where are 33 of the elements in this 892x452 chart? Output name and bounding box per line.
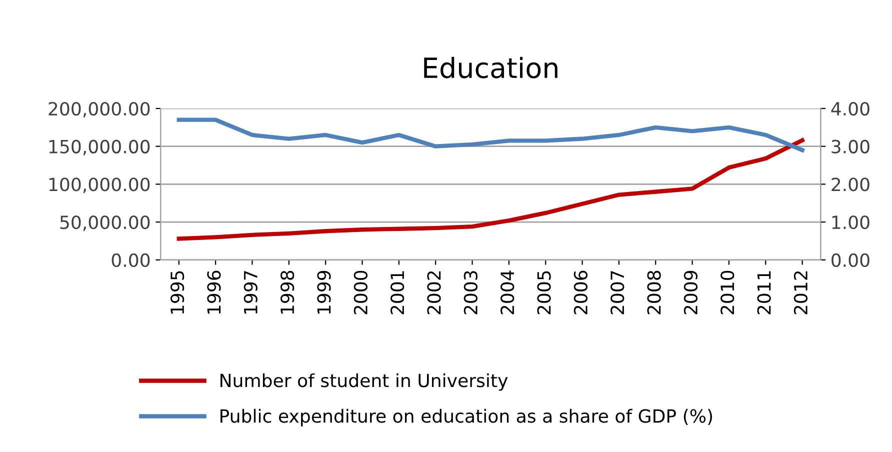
x-tick-label: 2012	[794, 271, 808, 314]
x-tick-label: 2004	[500, 270, 514, 314]
y-tick-label: 50,000.00	[60, 216, 150, 232]
x-tick-label: 1999	[317, 270, 331, 314]
x-tick-label: 2001	[390, 271, 404, 314]
x-tick-label: 2000	[354, 270, 368, 314]
y2-tick-label: 2.00	[832, 178, 870, 192]
x-tick-label: 2003	[464, 271, 478, 314]
x-tick-label: 2007	[610, 271, 624, 314]
x-tick-label: 1998	[280, 270, 294, 314]
y2-tick-label: 1.00	[832, 216, 870, 230]
x-tick-label: 1997	[244, 271, 258, 314]
line-series	[176, 138, 804, 241]
y-tick-label: 0.00	[112, 253, 150, 268]
y2-tick-label: 3.00	[832, 140, 870, 154]
x-tick-label: 2006	[574, 270, 588, 314]
x-tick-label: 2005	[537, 271, 551, 314]
legend-label: Number of student in University	[220, 373, 508, 391]
chart-title: Education	[424, 56, 558, 78]
y-tick-label: 150,000.00	[49, 140, 150, 156]
x-tick-label: 2011	[757, 271, 771, 314]
legend-label: Public expenditure on education as a share of GDP (%)	[220, 408, 712, 426]
y2-tick-label: 4.00	[831, 102, 870, 116]
y-tick-label: 100,000.00	[49, 178, 150, 194]
x-tick-label: 2008	[647, 270, 661, 314]
x-tick-label: 1996	[207, 270, 221, 314]
line-series	[176, 118, 804, 152]
x-tick-label: 2010	[720, 270, 734, 314]
x-tick-label: 2002	[427, 271, 441, 314]
y-tick-label: 200,000.00	[48, 102, 150, 118]
x-tick-label: 1995	[170, 271, 184, 314]
x-tick-label: 2009	[684, 270, 698, 314]
y2-tick-label: 0.00	[832, 253, 870, 268]
